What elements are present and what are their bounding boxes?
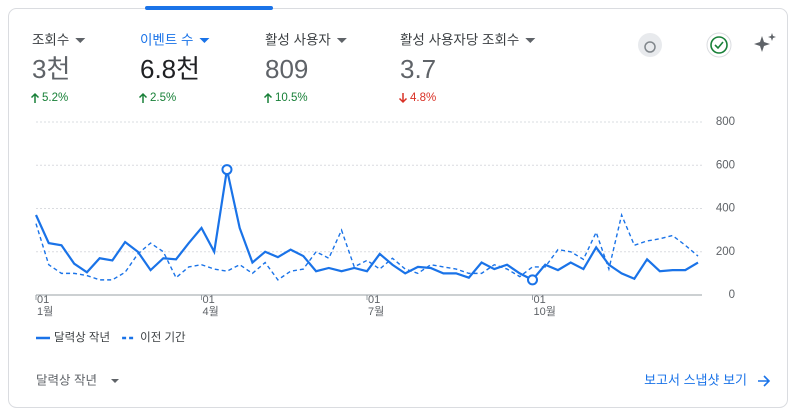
- extreme-point: [221, 164, 233, 176]
- snapshot-link[interactable]: 보고서 스냅샷 보기: [644, 372, 771, 387]
- metric-value: 809: [265, 54, 308, 84]
- dropdown-arrow: [199, 38, 210, 43]
- x-tick-month: 10월: [534, 305, 556, 318]
- extreme-point: [527, 274, 538, 286]
- metric-value: 6.8천: [140, 54, 200, 84]
- dropdown-arrow: [75, 38, 86, 43]
- x-tick-month: 7월: [368, 305, 384, 318]
- dropdown-arrow: [336, 38, 347, 43]
- icon-check[interactable]: [706, 32, 732, 58]
- y-tick-label: 400: [716, 203, 735, 215]
- metric-label: 활성 사용자당 조회수: [400, 33, 519, 48]
- metric-tab[interactable]: 이벤트 수 6.8천 2.5%: [138, 33, 210, 104]
- delta-arrow: [30, 92, 40, 103]
- metric-tab[interactable]: 조회수 3천 5.2%: [30, 33, 86, 104]
- x-tick-month: 1월: [37, 305, 53, 318]
- series-line: [34, 169, 699, 282]
- metric-delta: 4.8%: [410, 92, 436, 104]
- dropdown-arrow: [525, 38, 536, 43]
- x-tick-label: 01: [534, 294, 546, 306]
- selected-tab-indicator: [145, 6, 273, 10]
- x-tick-label: 01: [368, 294, 380, 306]
- icon-sparkle[interactable]: [754, 33, 776, 52]
- delta-arrow: [398, 93, 408, 104]
- delta-arrow: [138, 92, 148, 103]
- metric-value: 3천: [32, 54, 70, 84]
- x-tick-month: 4월: [203, 305, 219, 318]
- legend-label: 달력상 작년: [54, 330, 110, 344]
- x-tick-label: 01: [203, 294, 215, 306]
- y-tick-label: 800: [716, 116, 735, 128]
- snapshot-link-text: 보고서 스냅샷 보기: [644, 372, 747, 387]
- metric-delta: 2.5%: [150, 92, 176, 104]
- icon-badge[interactable]: [638, 33, 662, 57]
- y-tick-label: 200: [716, 246, 735, 258]
- metric-value: 3.7: [400, 54, 436, 84]
- metric-delta: 5.2%: [42, 92, 68, 104]
- metric-label: 조회수: [32, 33, 69, 48]
- metric-tab[interactable]: 활성 사용자 809 10.5%: [263, 33, 347, 104]
- y-tick-label: 0: [729, 289, 735, 301]
- legend-label: 이전 기간: [140, 331, 186, 344]
- metric-tab[interactable]: 활성 사용자당 조회수 3.7 4.8%: [398, 33, 536, 104]
- x-tick-label: 01: [37, 294, 49, 306]
- y-tick-label: 600: [716, 159, 735, 171]
- metric-label: 활성 사용자: [265, 33, 331, 48]
- metric-delta: 10.5%: [275, 92, 308, 104]
- range-dropdown[interactable]: 달력상 작년: [36, 373, 119, 387]
- metric-label: 이벤트 수: [140, 33, 193, 48]
- delta-arrow: [263, 92, 273, 103]
- range-label: 달력상 작년: [36, 373, 97, 387]
